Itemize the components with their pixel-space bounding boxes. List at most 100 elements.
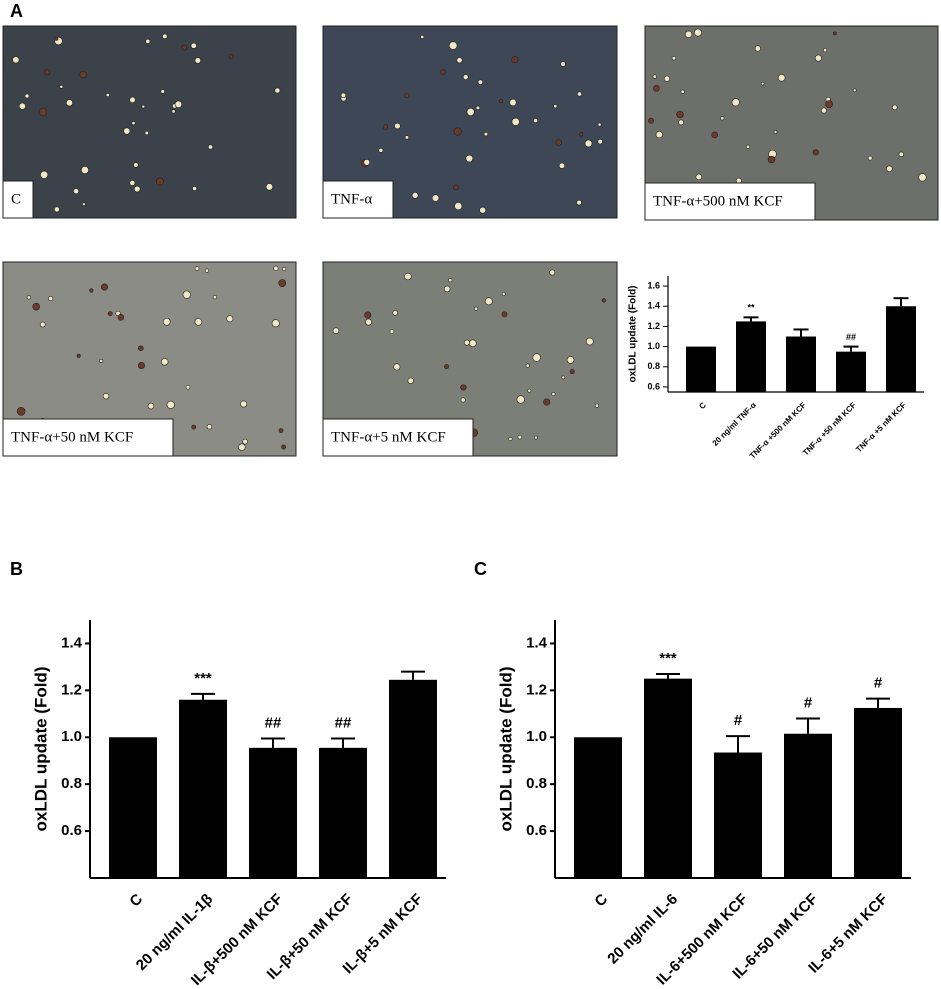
bar [109, 737, 157, 878]
cell [558, 162, 566, 169]
cell [676, 110, 684, 119]
cell [38, 107, 48, 117]
cell [273, 265, 279, 271]
micrograph [2, 25, 297, 219]
cell [394, 122, 401, 130]
cell [501, 311, 508, 318]
y-axis-label: oxLDL update (Fold) [628, 285, 639, 382]
cell [44, 69, 51, 76]
cell [191, 424, 197, 430]
y-tick-label: 1.0 [61, 728, 82, 745]
cell [601, 298, 606, 303]
cell [278, 428, 284, 433]
panel-label: A [10, 1, 23, 21]
cell [404, 272, 412, 281]
cell [420, 34, 425, 39]
cell [194, 266, 200, 271]
cell [532, 353, 541, 362]
significance-label: # [874, 675, 883, 692]
cell [695, 173, 703, 181]
cell [653, 85, 660, 92]
y-tick-label: 0.6 [61, 822, 82, 839]
cell [561, 375, 566, 380]
cell [466, 107, 475, 116]
panel-label: B [10, 559, 23, 579]
cell [823, 48, 828, 53]
cell [65, 99, 73, 107]
cell [448, 278, 453, 283]
bar [686, 346, 716, 392]
significance-label: *** [194, 670, 212, 687]
cell [543, 398, 551, 406]
cell [473, 306, 479, 311]
bar [854, 707, 902, 878]
cell [226, 315, 234, 323]
cell [534, 435, 538, 440]
cell [133, 162, 139, 168]
cell [525, 363, 530, 368]
cell [671, 56, 677, 61]
cell [76, 353, 81, 358]
cell [156, 177, 164, 186]
cell [569, 369, 575, 375]
x-tick-label: C [126, 891, 146, 911]
cell [171, 109, 176, 114]
cell [460, 384, 467, 391]
cell [101, 283, 109, 291]
cell [54, 36, 59, 41]
cell [711, 131, 719, 139]
cell [117, 314, 125, 321]
cell [207, 144, 213, 150]
cell [282, 266, 287, 271]
y-tick-label: 1.0 [647, 341, 660, 351]
y-tick-label: 0.8 [647, 361, 660, 371]
y-tick-label: 1.2 [61, 681, 82, 698]
cell [206, 424, 213, 430]
cell [448, 41, 458, 50]
cell [468, 339, 477, 348]
x-tick-label: TNF-α +50 nM KCF [801, 400, 858, 457]
cell [680, 89, 685, 94]
cell [212, 295, 218, 300]
cell [501, 292, 506, 296]
cell [228, 54, 234, 59]
image-caption: TNF-α+50 nM KCF [11, 429, 133, 445]
bar [786, 336, 816, 392]
cell [463, 339, 470, 346]
cell [652, 74, 657, 79]
cell [133, 185, 141, 193]
cell [204, 268, 210, 273]
cell [462, 74, 469, 80]
cell [39, 321, 46, 328]
cell [891, 104, 898, 111]
cell [365, 318, 372, 326]
cell [460, 397, 466, 403]
significance-label: ## [335, 714, 352, 731]
cell [340, 92, 347, 98]
cell [812, 149, 819, 156]
cell [655, 131, 663, 139]
caption-box [644, 182, 816, 221]
cell [404, 135, 410, 140]
cell [852, 88, 857, 93]
cell [18, 102, 26, 110]
image-caption: TNF-α+500 nM KCF [653, 193, 783, 209]
cell [89, 288, 94, 293]
cell [12, 56, 20, 64]
cell [509, 98, 517, 107]
cell [777, 73, 786, 82]
bar [644, 678, 692, 878]
bar [574, 737, 622, 878]
caption-box [322, 418, 474, 457]
cell [477, 79, 484, 85]
cell [745, 144, 750, 149]
cell [594, 403, 599, 408]
cell [265, 183, 274, 191]
cell [456, 57, 463, 64]
significance-label: ## [846, 332, 856, 342]
cell [190, 42, 197, 49]
y-tick-label: 1.2 [526, 681, 547, 698]
cell [479, 206, 487, 214]
bar [736, 321, 766, 392]
